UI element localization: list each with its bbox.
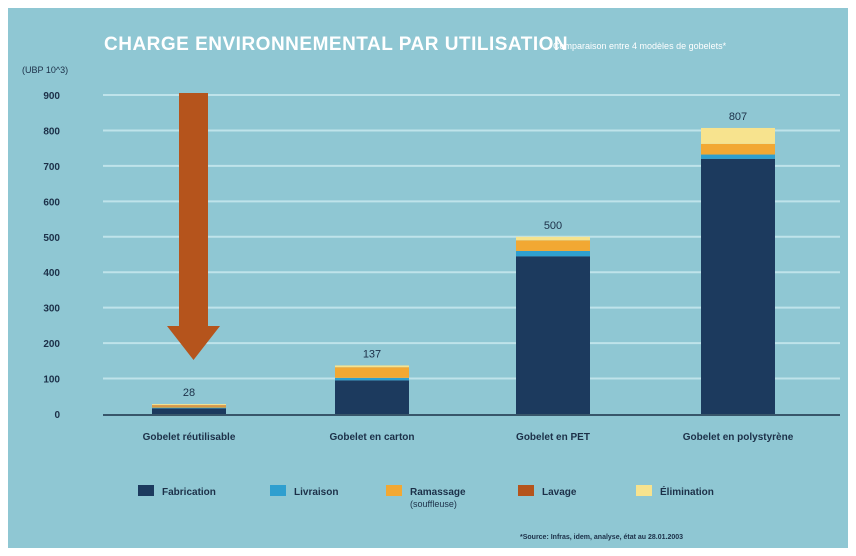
source-note: *Source: Infras, idem, analyse, état au … <box>520 534 683 541</box>
bar-total-label: 28 <box>183 387 195 399</box>
y-tick-label: 0 <box>54 410 60 421</box>
x-category-label: Gobelet réutilisable <box>143 432 236 443</box>
legend-label: Fabrication <box>162 487 216 498</box>
x-category-label: Gobelet en polystyrène <box>683 432 794 443</box>
chart-title: CHARGE ENVIRONNEMENTAL PAR UTILISATION <box>104 34 568 55</box>
bar-total-label: 137 <box>363 348 381 360</box>
y-tick-label: 700 <box>43 162 60 173</box>
bar-segment-fabrication <box>701 158 775 414</box>
bar-segment-ramassage <box>152 406 226 408</box>
bar-segment-lavage <box>152 405 226 407</box>
legend-label: Ramassage <box>410 487 466 498</box>
bar-segment-élimination <box>335 365 409 368</box>
x-category-label: Gobelet en PET <box>516 432 590 443</box>
y-tick-label: 500 <box>43 233 60 244</box>
bar-segment-élimination <box>516 236 590 241</box>
y-tick-label: 400 <box>43 268 60 279</box>
bar-segment-élimination <box>152 404 226 406</box>
y-axis-unit-label: (UBP 10^3) <box>22 65 68 75</box>
y-tick-label: 600 <box>43 197 60 208</box>
y-tick-label: 300 <box>43 304 60 315</box>
bar-segment-fabrication <box>335 380 409 414</box>
bar-segment-élimination <box>701 127 775 144</box>
bar-segment-livraison <box>701 154 775 159</box>
bar-segment-livraison <box>152 407 226 409</box>
bar-segment-livraison <box>516 250 590 257</box>
bar-segment-livraison <box>335 377 409 381</box>
y-tick-label: 100 <box>43 375 60 386</box>
bar-segment-ramassage <box>335 367 409 378</box>
bar-total-label: 807 <box>729 111 747 123</box>
legend-swatch <box>270 485 286 496</box>
chart-panel: CHARGE ENVIRONNEMENTAL PAR UTILISATION C… <box>8 8 848 548</box>
legend-swatch <box>518 485 534 496</box>
bar-total-label: 500 <box>544 220 562 232</box>
down-arrow-icon <box>167 93 220 360</box>
bar-segment-fabrication <box>516 256 590 414</box>
y-tick-label: 200 <box>43 339 60 350</box>
legend-swatch <box>386 485 402 496</box>
legend-label: Élimination <box>660 485 714 498</box>
bar-segment-ramassage <box>516 240 590 251</box>
bar-segment-fabrication <box>152 408 226 414</box>
x-category-label: Gobelet en carton <box>329 432 414 443</box>
legend-swatch <box>138 485 154 496</box>
y-tick-label: 900 <box>43 91 60 102</box>
legend-label: Livraison <box>294 487 338 498</box>
legend-label: Lavage <box>542 487 577 498</box>
legend-swatch <box>636 485 652 496</box>
legend-sublabel: (souffleuse) <box>410 499 457 509</box>
stacked-bar-chart: CHARGE ENVIRONNEMENTAL PAR UTILISATION C… <box>22 34 840 541</box>
y-tick-label: 800 <box>43 126 60 137</box>
chart-subtitle: Comparaison entre 4 modèles de gobelets* <box>553 41 727 51</box>
bar-segment-ramassage <box>701 143 775 155</box>
